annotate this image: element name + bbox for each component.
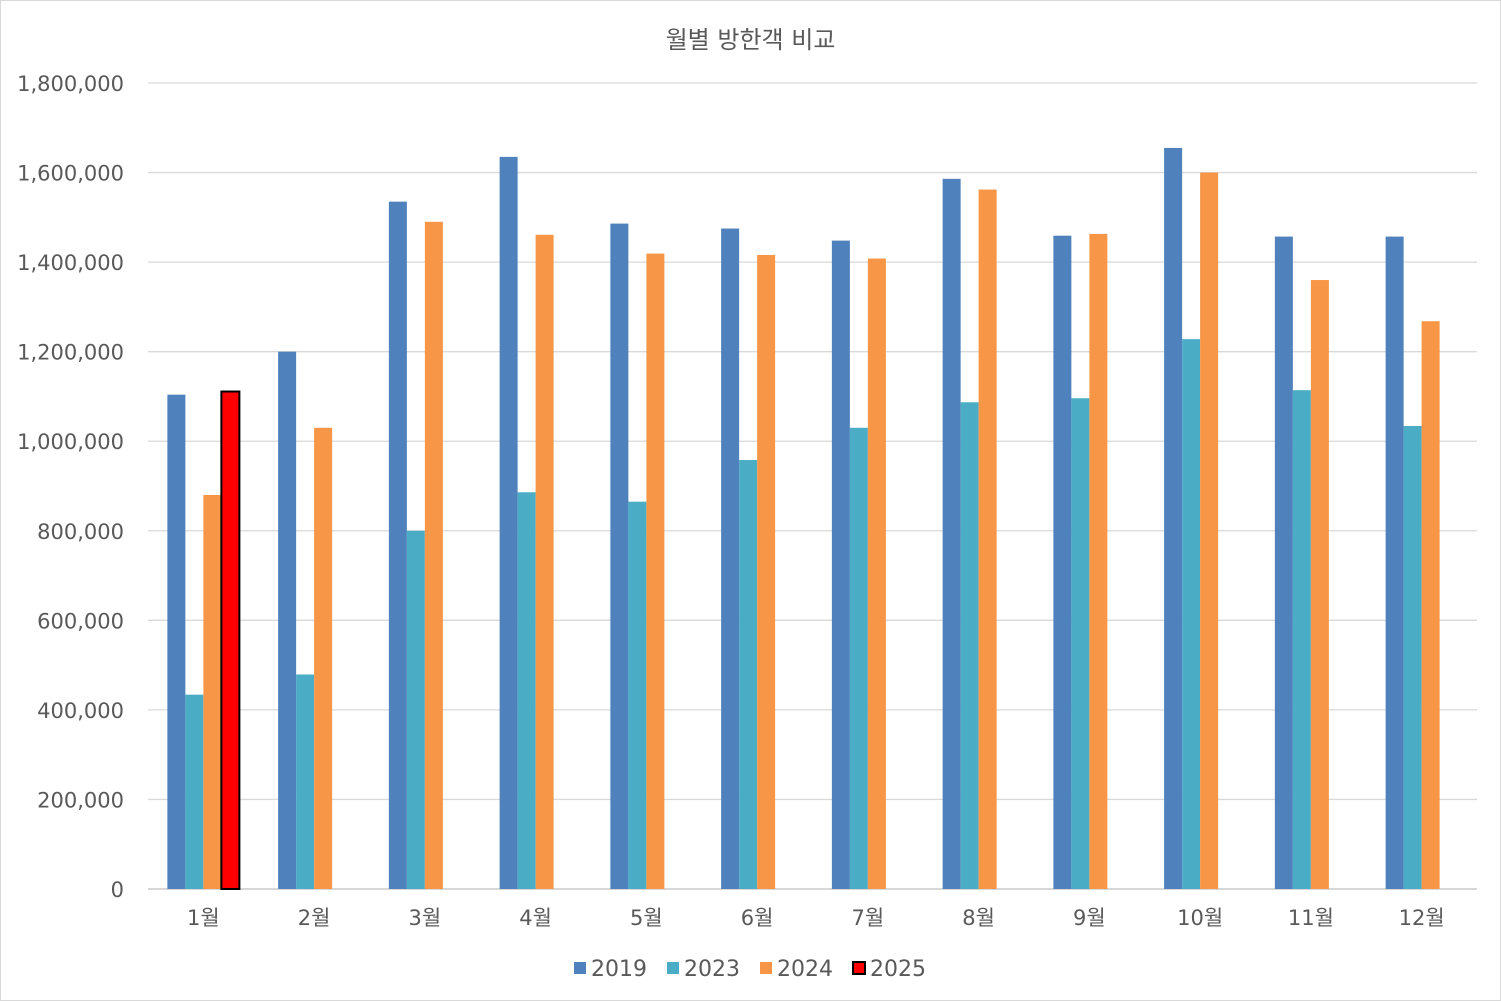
- bar-2023: [628, 501, 647, 889]
- bar-2024: [424, 221, 443, 890]
- y-tick-label: 1,600,000: [17, 162, 124, 186]
- legend-label-2025: 2025: [870, 957, 926, 982]
- bar-2019: [167, 394, 186, 889]
- bar-2023: [1403, 425, 1422, 889]
- bar-2019: [499, 156, 518, 890]
- x-tick-label: 10월: [1177, 906, 1223, 930]
- bar-2024: [757, 254, 776, 890]
- bar-2024: [535, 234, 554, 890]
- legend-label-2023: 2023: [684, 957, 740, 982]
- bar-2024: [314, 427, 333, 889]
- y-tick-label: 1,400,000: [17, 251, 124, 275]
- legend-marker-2025: [852, 961, 866, 975]
- bar-2023: [406, 530, 425, 889]
- gridlines: [148, 82, 1477, 890]
- y-tick-label: 200,000: [37, 788, 124, 812]
- y-tick-label: 800,000: [37, 520, 124, 544]
- legend-marker-2023: [667, 962, 679, 974]
- bar-2019: [1274, 236, 1293, 890]
- x-tick-label: 5월: [630, 906, 663, 930]
- bar-2023: [296, 674, 315, 889]
- x-tick-label: 7월: [852, 906, 885, 930]
- bar-2023: [739, 460, 758, 889]
- bar-2019: [610, 223, 629, 889]
- chart-title: 월별 방한객 비교: [665, 26, 836, 54]
- bar-2023: [1292, 390, 1311, 889]
- bar-2024: [646, 253, 665, 889]
- x-tick-label: 11월: [1288, 906, 1334, 930]
- x-tick-label: 1월: [187, 906, 220, 930]
- bar-2019: [1385, 236, 1404, 890]
- y-tick-label: 1,800,000: [17, 72, 124, 96]
- y-tick-label: 1,200,000: [17, 341, 124, 365]
- x-tick-label: 6월: [741, 906, 774, 930]
- bar-2019: [831, 240, 850, 889]
- x-tick-label: 3월: [409, 906, 442, 930]
- legend-marker-2024: [760, 962, 772, 974]
- legend-marker-2019: [574, 962, 586, 974]
- bar-2024: [1089, 233, 1108, 889]
- x-tick-label: 9월: [1073, 906, 1106, 930]
- bar-2024: [1421, 321, 1440, 889]
- bars: [167, 147, 1440, 890]
- x-tick-label: 8월: [962, 906, 995, 930]
- bar-2024: [203, 494, 222, 889]
- bar-2023: [1182, 339, 1201, 889]
- bar-2023: [185, 694, 204, 889]
- x-tick-label: 12월: [1399, 906, 1445, 930]
- bar-2019: [1053, 235, 1072, 890]
- y-tick-label: 1,000,000: [17, 430, 124, 454]
- x-tick-label: 2월: [298, 906, 331, 930]
- legend-label-2019: 2019: [591, 957, 647, 982]
- legend: 2019 2023 2024 2025: [574, 957, 926, 982]
- bar-2024: [1310, 280, 1329, 889]
- legend-label-2024: 2024: [777, 957, 833, 982]
- bar-2019: [388, 201, 407, 889]
- bar-2023: [1071, 398, 1090, 889]
- axes: 0 200,000 400,000 600,000 800,000 1,000,000 1,…: [17, 72, 1445, 930]
- bar-2025: [220, 390, 241, 890]
- bar-2023: [960, 402, 979, 889]
- bar-2024: [978, 189, 997, 889]
- bar-2024: [1200, 172, 1219, 890]
- y-tick-label: 0: [111, 878, 124, 902]
- y-tick-label: 400,000: [37, 699, 124, 723]
- y-tick-label: 600,000: [37, 609, 124, 633]
- bar-2024: [867, 258, 886, 889]
- bar-2019: [278, 351, 297, 890]
- bar-2019: [721, 228, 740, 889]
- bar-2023: [517, 492, 536, 889]
- bar-2023: [849, 427, 868, 889]
- bar-2019: [942, 178, 961, 889]
- bar-2019: [1164, 147, 1183, 889]
- x-tick-label: 4월: [519, 906, 552, 930]
